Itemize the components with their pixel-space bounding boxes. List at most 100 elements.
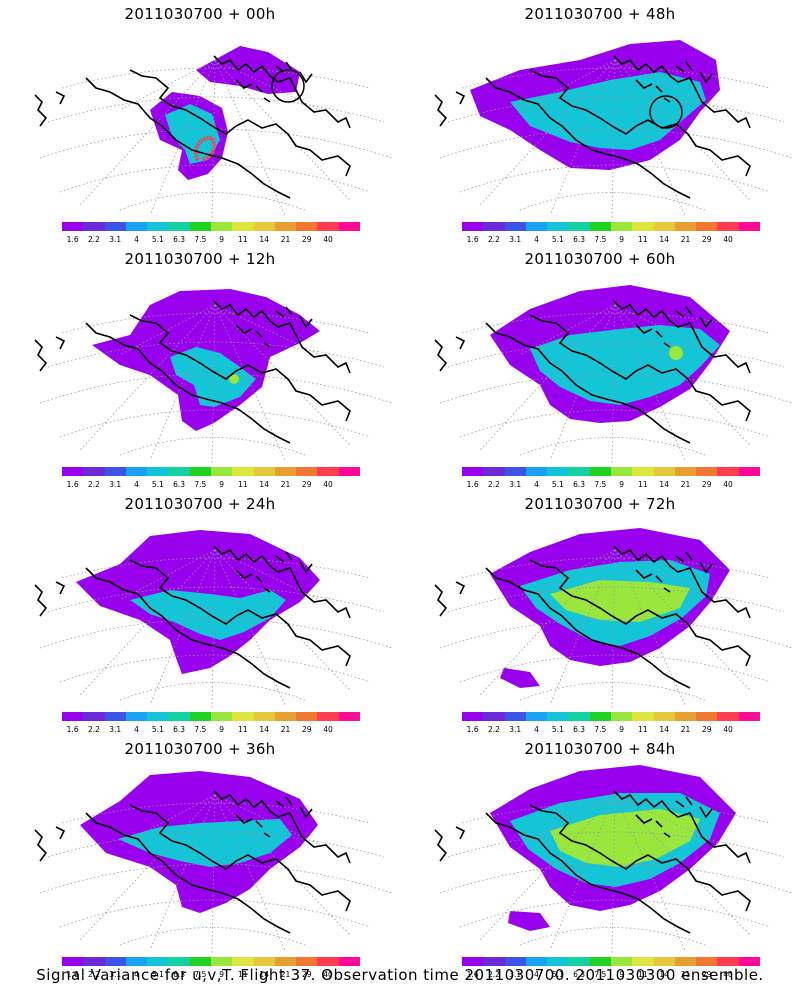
colorbar-segment (504, 222, 526, 231)
colorbar-segment (338, 222, 360, 231)
colorbar-segment (210, 957, 233, 966)
colorbar-segment (696, 957, 718, 966)
colorbar-label: 7.5 (194, 235, 207, 244)
colorbar-segment (738, 222, 760, 231)
colorbar-segment (338, 712, 360, 721)
colorbar-label: 29 (702, 725, 712, 734)
colorbar-label: 14 (659, 725, 669, 734)
colorbar-label: 29 (302, 235, 312, 244)
colorbar-segment (296, 957, 318, 966)
colorbar-label: 14 (659, 480, 669, 489)
colorbar-segment (504, 957, 526, 966)
colorbar-segment (632, 957, 654, 966)
colorbar-segment (717, 467, 739, 476)
colorbar-label: 40 (723, 235, 733, 244)
colorbar-label: 11 (638, 970, 648, 979)
colorbar-label: 7.5 (194, 725, 207, 734)
colorbar-label: 6.3 (573, 480, 586, 489)
colorbar-segment (147, 712, 169, 721)
map-plot (34, 289, 393, 464)
colorbar-segment (296, 467, 318, 476)
colorbar-label: 9 (619, 480, 625, 489)
panel-title: 2011030700 + 00h (124, 5, 276, 23)
colorbar-label: 6.3 (573, 235, 586, 244)
colorbar-segment (632, 712, 654, 721)
colorbar-label: 4 (534, 970, 539, 979)
panel-title: 2011030700 + 48h (524, 5, 676, 23)
colorbar-label: 9 (619, 725, 625, 734)
colorbar-label: 29 (302, 970, 312, 979)
colorbar-label: 3.1 (109, 970, 122, 979)
colorbar-segment (317, 957, 339, 966)
colorbar-segment (83, 467, 105, 476)
colorbar-label: 4 (534, 725, 539, 734)
colorbar-segment (589, 957, 611, 966)
map-panel: 2011030700 + 72h 1.6 2.2 3.1 4 5.1 6.3 7.5 9 11 1… (400, 490, 800, 734)
colorbar-segment (674, 712, 697, 721)
colorbar-segment (568, 222, 590, 231)
colorbar-label: 5.1 (551, 480, 564, 489)
colorbar-label: 1.6 (466, 970, 479, 979)
colorbar-segment (483, 467, 505, 476)
colorbar-label: 21 (280, 480, 291, 489)
colorbar-segment (483, 957, 505, 966)
colorbar-label: 2.2 (487, 480, 500, 489)
colorbar-segment (189, 467, 211, 476)
colorbar-segment (232, 957, 254, 966)
map-panel: 2011030700 + 48h 1.6 2.2 3.1 4 5.1 6.3 7.5 9 11 1… (400, 0, 800, 244)
colorbar-segment (568, 712, 590, 721)
colorbar-segment (189, 222, 211, 231)
colorbar-segment (168, 222, 190, 231)
colorbar-label: 40 (323, 725, 333, 734)
colorbar-label: 4 (534, 480, 539, 489)
colorbar-segment (674, 957, 697, 966)
colorbar-label: 5.1 (151, 970, 164, 979)
colorbar (62, 712, 360, 721)
colorbar-label: 4 (134, 725, 139, 734)
colorbar-segment (62, 712, 84, 721)
map-plot (34, 46, 393, 219)
colorbar-segment (189, 712, 211, 721)
colorbar-segment (274, 712, 297, 721)
colorbar-label: 11 (638, 480, 648, 489)
colorbar-segment (462, 222, 484, 231)
colorbar-segment (317, 467, 339, 476)
colorbar-segment (738, 957, 760, 966)
colorbar-segment (317, 222, 339, 231)
colorbar-label: 29 (702, 970, 712, 979)
colorbar-label: 4 (134, 235, 139, 244)
colorbar-segment (189, 957, 211, 966)
colorbar-label: 7.5 (594, 480, 607, 489)
colorbar-segment (610, 957, 633, 966)
colorbar-segment (717, 712, 739, 721)
colorbar-label: 9 (219, 725, 225, 734)
colorbar-label: 3.1 (509, 480, 522, 489)
colorbar-segment (547, 222, 569, 231)
colorbar-label: 9 (219, 970, 225, 979)
colorbar-segment (653, 222, 675, 231)
colorbar-segment (525, 957, 548, 966)
colorbar-label: 1.6 (66, 970, 79, 979)
colorbar-label: 21 (680, 725, 691, 734)
colorbar-label: 2.2 (487, 235, 500, 244)
colorbar-label: 40 (323, 480, 333, 489)
colorbar-label: 2.2 (487, 725, 500, 734)
colorbar (462, 957, 760, 966)
colorbar-segment (338, 957, 360, 966)
colorbar-segment (653, 957, 675, 966)
colorbar-segment (274, 467, 297, 476)
colorbar-segment (125, 712, 148, 721)
colorbar-label: 29 (702, 480, 712, 489)
colorbar-labels: 1.6 2.2 3.1 4 5.1 6.3 7.5 9 11 14 21 29 40 (462, 725, 760, 735)
colorbar-label: 2.2 (87, 970, 100, 979)
colorbar-label: 5.1 (551, 725, 564, 734)
colorbar-segment (696, 712, 718, 721)
colorbar-segment (253, 222, 275, 231)
colorbar-label: 3.1 (109, 480, 122, 489)
colorbar-segment (232, 222, 254, 231)
colorbar-label: 9 (619, 970, 625, 979)
colorbar-label: 6.3 (173, 480, 186, 489)
colorbar-segment (62, 467, 84, 476)
colorbar-labels: 1.6 2.2 3.1 4 5.1 6.3 7.5 9 11 14 21 29 40 (462, 970, 760, 980)
colorbar-label: 5.1 (551, 970, 564, 979)
